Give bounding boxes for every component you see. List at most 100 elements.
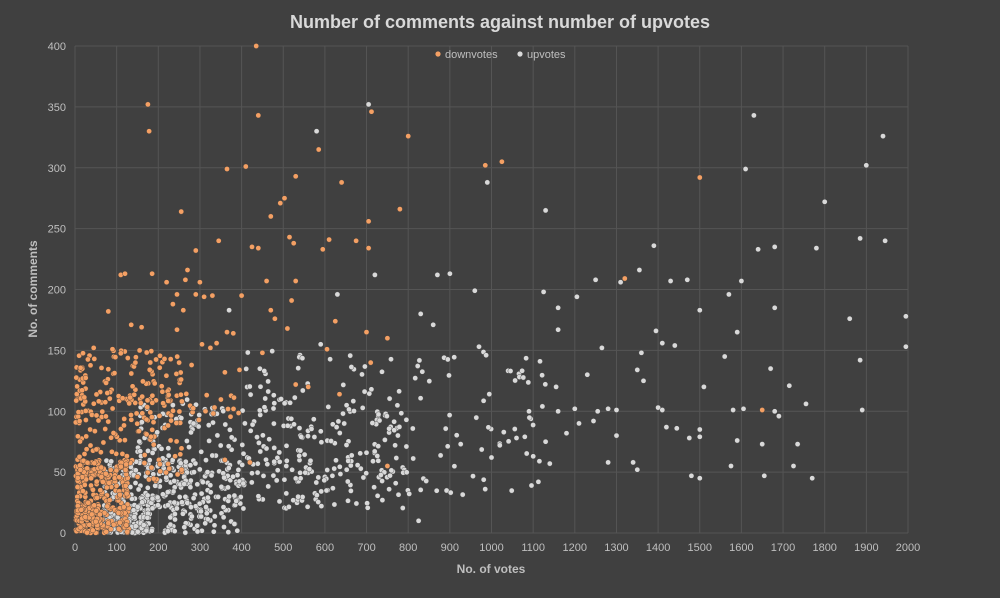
data-points bbox=[73, 43, 909, 536]
point-upvotes bbox=[375, 443, 382, 449]
point-upvotes bbox=[336, 430, 343, 436]
point-downvotes bbox=[136, 428, 142, 434]
point-upvotes bbox=[203, 457, 209, 463]
point-upvotes bbox=[697, 426, 703, 433]
point-downvotes bbox=[121, 504, 127, 510]
point-upvotes bbox=[186, 444, 192, 450]
point-downvotes bbox=[207, 345, 214, 351]
x-tick-label: 300 bbox=[191, 542, 209, 554]
point-upvotes bbox=[684, 276, 691, 283]
x-tick-label: 900 bbox=[441, 542, 459, 554]
point-upvotes bbox=[485, 424, 492, 431]
point-upvotes bbox=[145, 448, 151, 454]
point-downvotes bbox=[134, 420, 140, 427]
point-downvotes bbox=[141, 452, 148, 458]
point-downvotes bbox=[259, 349, 266, 356]
x-tick-label: 0 bbox=[72, 542, 78, 554]
y-tick-label: 0 bbox=[60, 528, 66, 540]
point-downvotes bbox=[77, 524, 84, 531]
point-upvotes bbox=[730, 407, 736, 413]
point-downvotes bbox=[759, 407, 766, 413]
point-downvotes bbox=[98, 473, 105, 480]
point-upvotes bbox=[542, 438, 549, 445]
point-upvotes bbox=[265, 483, 272, 490]
point-downvotes bbox=[172, 453, 178, 460]
point-downvotes bbox=[77, 438, 83, 445]
point-upvotes bbox=[231, 492, 238, 499]
legend-label-downvotes: downvotes bbox=[445, 49, 498, 61]
point-upvotes bbox=[271, 445, 278, 451]
point-upvotes bbox=[674, 425, 680, 432]
point-upvotes bbox=[178, 415, 185, 421]
point-upvotes bbox=[542, 381, 549, 388]
point-upvotes bbox=[396, 388, 402, 395]
point-downvotes bbox=[183, 391, 190, 397]
point-upvotes bbox=[176, 494, 183, 500]
point-downvotes bbox=[188, 362, 195, 368]
point-downvotes bbox=[83, 433, 89, 440]
point-downvotes bbox=[338, 179, 345, 186]
point-upvotes bbox=[266, 436, 273, 443]
x-tick-labels: 0 100 200 300 400 500 600 700 800 900 1000 1100 1200… bbox=[72, 542, 920, 554]
point-upvotes bbox=[539, 372, 545, 379]
point-upvotes bbox=[613, 407, 620, 413]
point-upvotes bbox=[471, 287, 478, 294]
point-upvotes bbox=[167, 472, 174, 479]
point-downvotes bbox=[141, 460, 148, 466]
point-downvotes bbox=[105, 418, 111, 425]
point-upvotes bbox=[211, 513, 218, 520]
point-downvotes bbox=[384, 335, 391, 342]
point-upvotes bbox=[375, 457, 382, 464]
point-upvotes bbox=[345, 497, 351, 504]
point-downvotes bbox=[112, 354, 119, 360]
point-downvotes bbox=[267, 213, 274, 220]
point-upvotes bbox=[328, 438, 334, 444]
point-downvotes bbox=[290, 240, 297, 246]
point-downvotes bbox=[326, 236, 332, 243]
point-downvotes bbox=[128, 416, 135, 423]
point-downvotes bbox=[182, 276, 189, 283]
point-upvotes bbox=[512, 426, 518, 432]
point-downvotes bbox=[144, 404, 150, 410]
point-upvotes bbox=[198, 448, 204, 455]
point-downvotes bbox=[482, 162, 489, 169]
point-upvotes bbox=[442, 425, 449, 432]
point-upvotes bbox=[386, 395, 393, 402]
point-upvotes bbox=[382, 437, 388, 443]
point-upvotes bbox=[348, 364, 355, 370]
point-downvotes bbox=[132, 400, 138, 406]
point-downvotes bbox=[161, 356, 168, 362]
point-upvotes bbox=[144, 492, 151, 499]
point-upvotes bbox=[386, 486, 392, 493]
x-tick-label: 1500 bbox=[688, 542, 712, 554]
point-upvotes bbox=[220, 408, 226, 414]
point-upvotes bbox=[537, 358, 543, 365]
point-downvotes bbox=[128, 370, 135, 377]
point-downvotes bbox=[224, 329, 230, 335]
point-downvotes bbox=[121, 422, 127, 429]
x-tick-label: 700 bbox=[357, 542, 375, 554]
point-upvotes bbox=[592, 276, 599, 283]
point-downvotes bbox=[98, 464, 105, 471]
point-downvotes bbox=[225, 406, 231, 412]
point-upvotes bbox=[207, 482, 214, 489]
point-downvotes bbox=[92, 428, 98, 434]
point-upvotes bbox=[205, 494, 211, 501]
point-upvotes bbox=[290, 497, 297, 504]
point-upvotes bbox=[261, 404, 268, 411]
point-downvotes bbox=[144, 469, 151, 476]
point-downvotes bbox=[292, 381, 299, 388]
point-upvotes bbox=[249, 470, 255, 477]
point-upvotes bbox=[348, 452, 355, 459]
point-upvotes bbox=[701, 384, 707, 390]
point-upvotes bbox=[393, 455, 400, 461]
point-downvotes bbox=[213, 340, 220, 346]
point-downvotes bbox=[100, 479, 106, 485]
point-upvotes bbox=[324, 467, 331, 473]
point-upvotes bbox=[786, 382, 793, 389]
point-upvotes bbox=[539, 403, 546, 410]
point-upvotes bbox=[190, 420, 197, 427]
point-downvotes bbox=[90, 486, 96, 493]
point-upvotes bbox=[388, 356, 394, 363]
